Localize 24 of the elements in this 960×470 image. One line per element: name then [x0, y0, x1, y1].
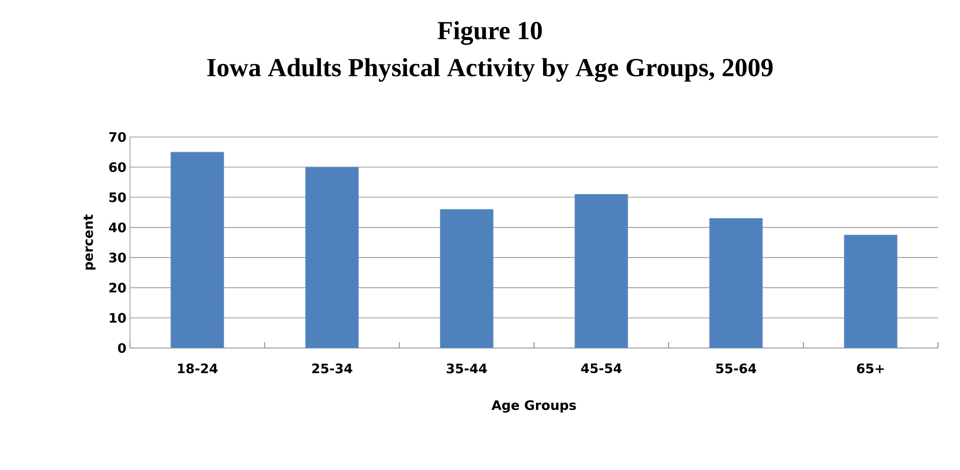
y-tick-label: 10 — [110, 312, 126, 323]
y-tick-label: 40 — [108, 222, 126, 232]
y-axis-title: percent — [84, 214, 96, 270]
bar — [709, 218, 763, 348]
x-tick-label: 55-64 — [716, 364, 756, 374]
chart-subtitle: Iowa Adults Physical Activity by Age Groups, 2009 — [207, 58, 773, 82]
y-tick-label: 0 — [118, 343, 126, 353]
bar — [440, 209, 494, 348]
x-tick-label: 18-24 — [178, 364, 218, 374]
y-tick-label: 30 — [109, 252, 126, 262]
x-axis-title: Age Groups — [492, 400, 576, 413]
bar — [574, 194, 628, 348]
x-tick-label: 35-44 — [446, 364, 487, 374]
bar — [305, 166, 359, 348]
y-tick-label: 60 — [109, 162, 126, 172]
chart-title: Figure 10 — [438, 21, 542, 45]
y-tick-label: 50 — [109, 192, 126, 202]
y-tick-label: 70 — [109, 132, 126, 142]
y-tick-label: 20 — [109, 282, 126, 293]
x-tick-label: 65+ — [856, 364, 884, 374]
x-tick-label: 45-54 — [581, 364, 622, 374]
x-tick-label: 25-34 — [312, 364, 352, 374]
bar — [844, 234, 898, 348]
bar — [170, 152, 224, 348]
